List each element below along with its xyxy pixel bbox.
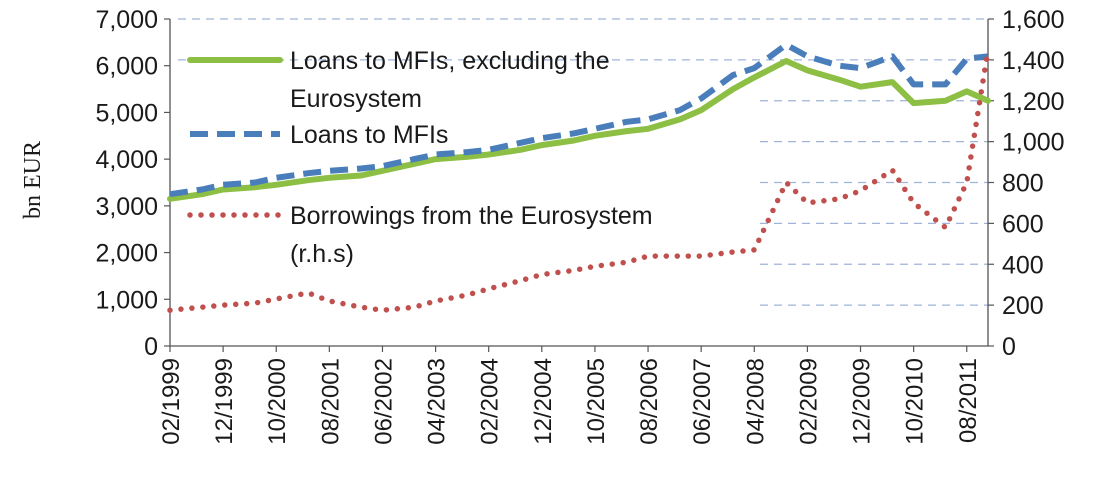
legend-label: Loans to MFIs <box>290 121 448 149</box>
left-axis-ticks: 0 1,000 2,000 3,000 4,000 5,000 6,000 7,000 <box>95 6 170 361</box>
x-tick-label: 04/2003 <box>424 358 451 445</box>
right-tick-label: 1,600 <box>1002 6 1065 34</box>
right-tick-label: 0 <box>1002 333 1016 361</box>
x-tick-label: 10/2010 <box>902 358 929 445</box>
series-line-dotted <box>167 46 991 313</box>
series-line-solid <box>167 58 991 202</box>
x-tick-label: 12/2004 <box>530 358 557 445</box>
x-tick-label: 08/2011 <box>955 358 982 443</box>
legend-label: Loans to MFIs, excluding the Eurosystem <box>290 47 610 113</box>
x-tick-label: 12/1999 <box>211 358 238 445</box>
x-tick-label: 08/2001 <box>317 358 344 445</box>
x-tick-label: 02/2009 <box>795 358 822 445</box>
left-tick-label: 4,000 <box>95 146 158 174</box>
right-tick-label: 200 <box>1002 292 1044 320</box>
legend: Loans to MFIs, excluding the Eurosystem Lo… <box>187 47 653 268</box>
x-tick-label: 06/2007 <box>689 358 716 445</box>
left-tick-label: 0 <box>144 333 158 361</box>
y-axis-label: bn EUR <box>20 141 46 219</box>
right-tick-label: 600 <box>1002 210 1044 238</box>
series-line-dashed <box>169 41 989 198</box>
x-tick-label: 12/2009 <box>849 358 876 445</box>
x-axis-ticks: 02/1999 12/1999 10/2000 08/2001 06/2002 04/20… <box>158 346 982 445</box>
right-axis-ticks: 0 200 400 600 800 1,000 1,200 1,400 1,600 <box>988 6 1065 361</box>
left-tick-label: 7,000 <box>95 6 158 34</box>
right-tick-label: 800 <box>1002 170 1044 198</box>
right-tick-label: 1,400 <box>1002 47 1065 75</box>
x-tick-label: 08/2006 <box>636 358 663 445</box>
left-tick-label: 1,000 <box>95 286 158 314</box>
right-tick-label: 1,000 <box>1002 129 1065 157</box>
legend-label: Borrowings from the Eurosystem (r.h.s) <box>290 202 653 268</box>
x-tick-label: 10/2005 <box>583 358 610 445</box>
right-tick-label: 1,200 <box>1002 88 1065 116</box>
x-tick-label: 02/2004 <box>477 358 504 445</box>
series-lines <box>167 41 991 313</box>
left-tick-label: 3,000 <box>95 193 158 221</box>
x-tick-label: 02/1999 <box>158 358 185 445</box>
x-tick-label: 04/2008 <box>742 358 769 445</box>
left-tick-label: 2,000 <box>95 240 158 268</box>
right-tick-label: 400 <box>1002 251 1044 279</box>
left-tick-label: 6,000 <box>95 53 158 81</box>
left-tick-label: 5,000 <box>95 99 158 127</box>
x-tick-label: 06/2002 <box>370 358 397 445</box>
x-tick-label: 10/2000 <box>264 358 291 445</box>
